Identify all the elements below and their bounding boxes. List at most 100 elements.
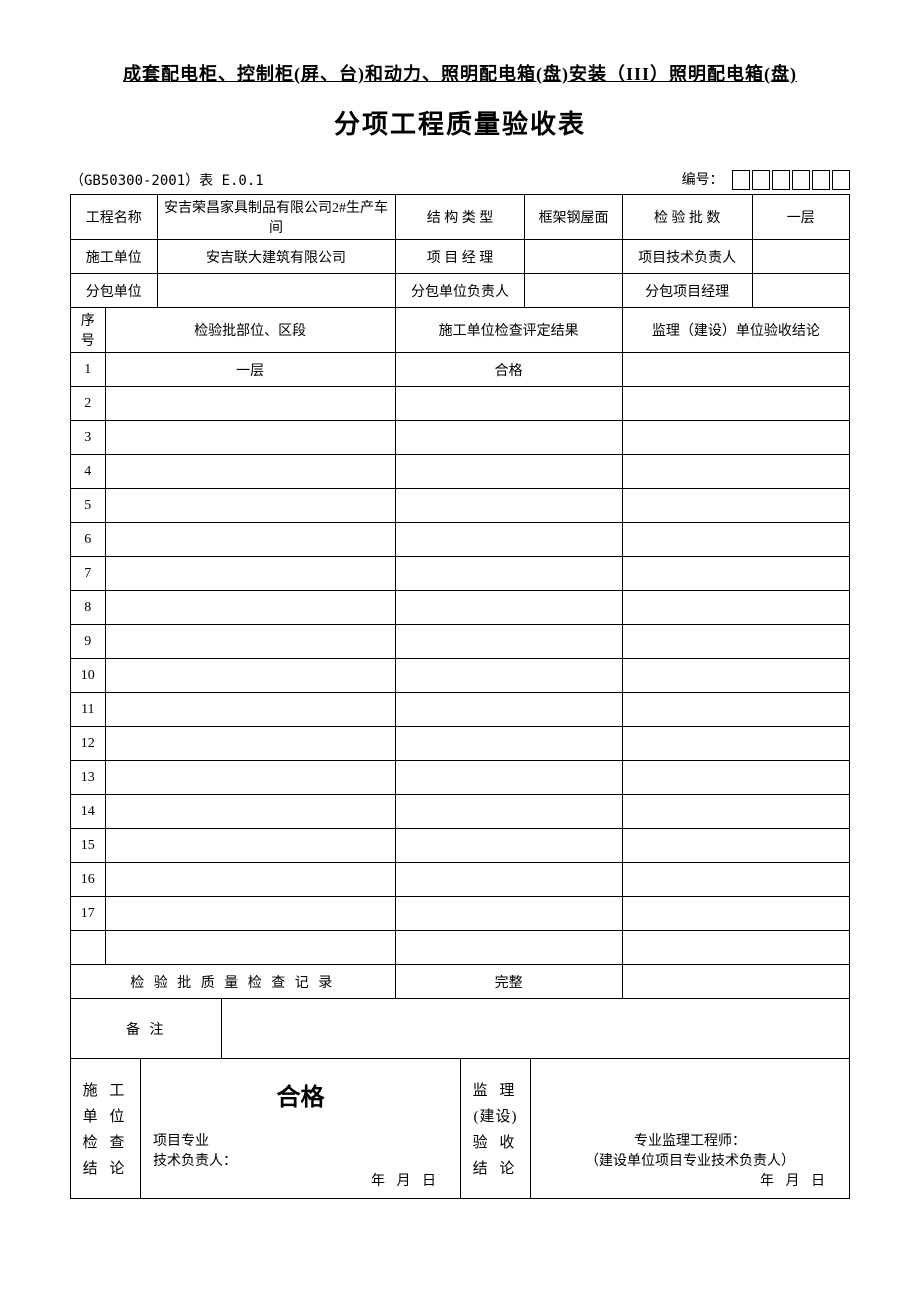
table-row: 11 (71, 693, 850, 727)
sig-left-date: 年 月 日 (153, 1170, 448, 1190)
table-row: 13 (71, 761, 850, 795)
sig-left-vlabel: 施 工 单 位 检 查 结 论 (71, 1059, 141, 1198)
cell-result (395, 693, 622, 727)
table-row: 1一层合格 (71, 353, 850, 387)
cell-result (395, 625, 622, 659)
cell-seq: 9 (71, 625, 106, 659)
label-batch-count: 检 验 批 数 (622, 195, 752, 240)
record-value: 完整 (395, 965, 622, 999)
col-seq: 序号 (71, 308, 106, 353)
cell-part: 一层 (105, 353, 395, 387)
cell-super (622, 863, 849, 897)
cell-result (395, 659, 622, 693)
cell-super (622, 795, 849, 829)
cell-super (622, 829, 849, 863)
cell-result (395, 489, 622, 523)
sig-left-line2: 技术负责人： (153, 1150, 448, 1170)
table-row: 3 (71, 421, 850, 455)
table-row: 2 (71, 387, 850, 421)
cell-result (395, 795, 622, 829)
label-tech-lead: 项目技术负责人 (622, 240, 752, 274)
signature-left: 施 工 单 位 检 查 结 论 合格 项目专业 技术负责人： 年 月 日 (70, 1059, 460, 1199)
cell-seq: 14 (71, 795, 106, 829)
info-row-3: 分包单位 分包单位负责人 分包项目经理 (71, 274, 850, 308)
label-structure-type: 结 构 类 型 (395, 195, 525, 240)
record-super (622, 965, 849, 999)
table-row: 10 (71, 659, 850, 693)
cell-seq: 7 (71, 557, 106, 591)
cell-seq: 15 (71, 829, 106, 863)
cell-result (395, 863, 622, 897)
cell-result (395, 897, 622, 931)
blank-row (71, 931, 850, 965)
cell-seq: 6 (71, 523, 106, 557)
label-sub-pm: 分包项目经理 (622, 274, 752, 308)
value-project-name: 安吉荣昌家具制品有限公司2#生产车间 (157, 195, 395, 240)
label-sub-lead: 分包单位负责人 (395, 274, 525, 308)
cell-super (622, 421, 849, 455)
cell-seq: 13 (71, 761, 106, 795)
form-table: 工程名称 安吉荣昌家具制品有限公司2#生产车间 结 构 类 型 框架钢屋面 检 … (70, 194, 850, 1059)
cell-seq: 10 (71, 659, 106, 693)
doc-title-line1: 成套配电柜、控制柜(屏、台)和动力、照明配电箱(盘)安装（III）照明配电箱(盘… (70, 60, 850, 86)
cell-part (105, 455, 395, 489)
sig-left-line1: 项目专业 (153, 1130, 448, 1150)
cell-seq: 11 (71, 693, 106, 727)
col-check-result: 施工单位检查评定结果 (395, 308, 622, 353)
cell-part (105, 693, 395, 727)
sig-left-big: 合格 (153, 1069, 448, 1130)
table-row: 16 (71, 863, 850, 897)
cell-seq: 17 (71, 897, 106, 931)
signature-block: 施 工 单 位 检 查 结 论 合格 项目专业 技术负责人： 年 月 日 监 理… (70, 1059, 850, 1199)
cell-seq: 5 (71, 489, 106, 523)
value-subcontractor (157, 274, 395, 308)
column-header-row: 序号 检验批部位、区段 施工单位检查评定结果 监理（建设）单位验收结论 (71, 308, 850, 353)
record-label: 检 验 批 质 量 检 查 记 录 (71, 965, 396, 999)
sig-right-content: 专业监理工程师： （建设单位项目专业技术负责人） 年 月 日 (531, 1059, 849, 1198)
header-row: （GB50300-2001）表 E.0.1 编号： (70, 169, 850, 190)
standard-code: （GB50300-2001）表 E.0.1 (70, 170, 264, 190)
table-row: 7 (71, 557, 850, 591)
record-row: 检 验 批 质 量 检 查 记 录 完整 (71, 965, 850, 999)
table-row: 8 (71, 591, 850, 625)
cell-super (622, 489, 849, 523)
cell-super (622, 659, 849, 693)
cell-part (105, 523, 395, 557)
code-box (732, 170, 750, 190)
cell-super (622, 387, 849, 421)
sig-right-line2: （建设单位项目专业技术负责人） (543, 1150, 837, 1170)
cell-seq: 12 (71, 727, 106, 761)
cell-part (105, 421, 395, 455)
cell-super (622, 353, 849, 387)
table-row: 12 (71, 727, 850, 761)
table-row: 14 (71, 795, 850, 829)
cell-part (105, 727, 395, 761)
sig-right-vlabel: 监 理 (建设) 验 收 结 论 (461, 1059, 531, 1198)
label-project-manager: 项 目 经 理 (395, 240, 525, 274)
cell-part (105, 387, 395, 421)
cell-result (395, 387, 622, 421)
table-row: 6 (71, 523, 850, 557)
code-box (812, 170, 830, 190)
value-structure-type: 框架钢屋面 (525, 195, 622, 240)
sig-left-content: 合格 项目专业 技术负责人： 年 月 日 (141, 1059, 460, 1198)
code-boxes (732, 170, 850, 190)
cell-result (395, 557, 622, 591)
remark-value (222, 999, 850, 1059)
cell-seq: 2 (71, 387, 106, 421)
info-row-2: 施工单位 安吉联大建筑有限公司 项 目 经 理 项目技术负责人 (71, 240, 850, 274)
remark-row: 备 注 (71, 999, 850, 1059)
cell-result: 合格 (395, 353, 622, 387)
sig-right-date: 年 月 日 (543, 1170, 837, 1190)
value-project-manager (525, 240, 622, 274)
value-construction-unit: 安吉联大建筑有限公司 (157, 240, 395, 274)
value-batch-count: 一层 (752, 195, 849, 240)
table-row: 9 (71, 625, 850, 659)
cell-super (622, 897, 849, 931)
cell-super (622, 591, 849, 625)
cell-seq: 3 (71, 421, 106, 455)
code-box (772, 170, 790, 190)
cell-part (105, 795, 395, 829)
cell-part (105, 761, 395, 795)
doc-number: 编号： (682, 169, 850, 190)
